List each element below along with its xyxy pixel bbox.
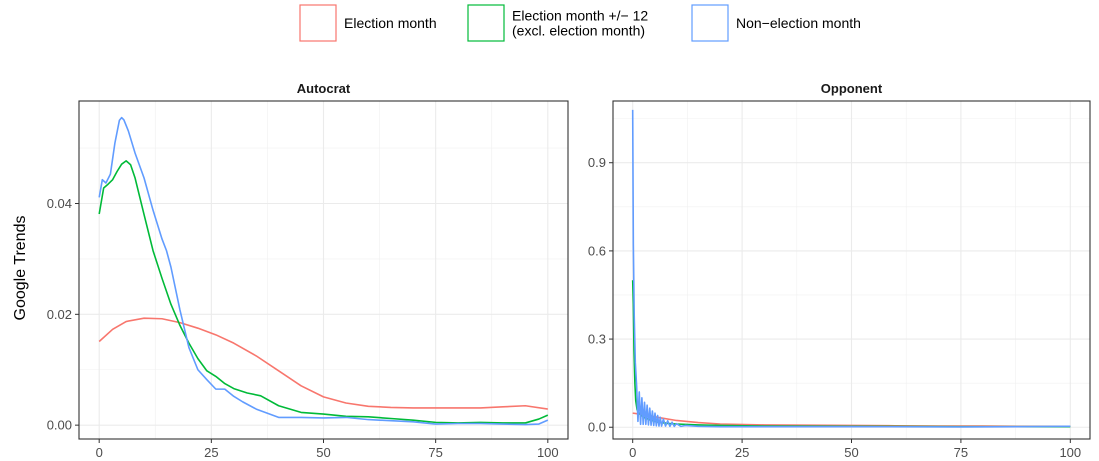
- x-tick-label: 75: [428, 445, 442, 460]
- series-line: [631, 109, 1071, 428]
- x-tick-label: 75: [954, 445, 968, 460]
- panel-autocrat: Autocrat 0 25 50 75 100 0.00 0.02 0.04: [47, 81, 569, 460]
- y-tick-label: 0.3: [588, 332, 606, 347]
- legend-label: (excl. election month): [512, 23, 645, 39]
- series-line: [98, 116, 549, 426]
- legend-item: Election month: [299, 4, 437, 42]
- x-tick-label: 50: [316, 445, 330, 460]
- y-tick-label: 0.9: [588, 155, 606, 170]
- y-tick-label: 0.6: [588, 243, 606, 258]
- series-line: [98, 160, 549, 424]
- y-tick-label: 0.0: [588, 420, 606, 435]
- panel-opponent: Opponent 0 25 50 75 100 0.0 0.3 0.6 0.9: [588, 81, 1091, 460]
- legend: Election month Election month +/− 12(excl…: [299, 4, 861, 42]
- legend-label: Election month: [344, 15, 437, 31]
- x-tick-label: 25: [735, 445, 749, 460]
- x-tick-label: 0: [629, 445, 636, 460]
- legend-item: Non−election month: [691, 4, 861, 42]
- x-tick-label: 25: [204, 445, 218, 460]
- x-tick-label: 50: [844, 445, 858, 460]
- series-line: [98, 317, 548, 410]
- legend-label: Non−election month: [736, 15, 861, 31]
- x-tick-label: 0: [96, 445, 103, 460]
- y-axis-title: Google Trends: [12, 216, 29, 321]
- legend-label: Election month +/− 12: [512, 8, 648, 24]
- x-tick-label: 100: [1059, 445, 1081, 460]
- legend-item: Election month +/− 12(excl. election mon…: [467, 4, 648, 42]
- panel-title: Opponent: [821, 81, 883, 96]
- panels: Autocrat 0 25 50 75 100 0.00 0.02 0.04 Opponent 0 2…: [47, 81, 1091, 460]
- y-tick-label: 0.04: [47, 196, 72, 211]
- legend-key: [299, 4, 337, 42]
- y-tick-label: 0.00: [47, 418, 72, 433]
- panel-title: Autocrat: [297, 81, 351, 96]
- legend-key: [691, 4, 729, 42]
- x-tick-label: 100: [537, 445, 559, 460]
- y-tick-label: 0.02: [47, 307, 72, 322]
- legend-key: [467, 4, 505, 42]
